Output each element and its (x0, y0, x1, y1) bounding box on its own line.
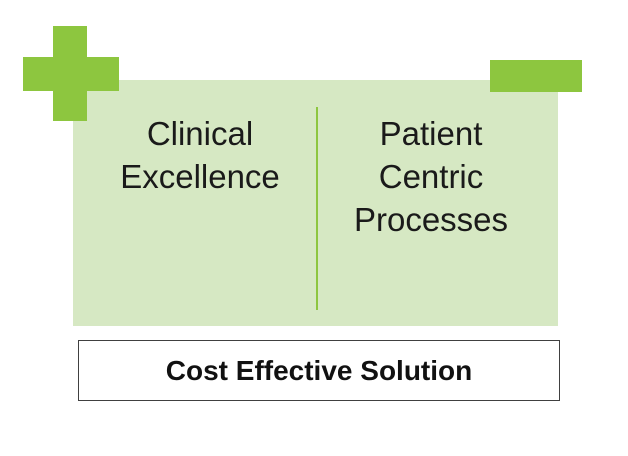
clinical-excellence-label: Clinical Excellence (90, 112, 310, 198)
right-line-1: Patient (379, 115, 483, 152)
minus-icon (490, 60, 582, 92)
patient-centric-processes-label: Patient Centric Processes (320, 112, 542, 241)
right-line-3: Processes (353, 201, 509, 238)
cost-effective-solution-label: Cost Effective Solution (165, 354, 473, 386)
pillars-panel (73, 80, 558, 326)
column-divider (316, 107, 318, 310)
left-line-1: Clinical (146, 115, 254, 152)
right-line-2: Centric (378, 158, 484, 195)
cost-effective-solution-box: Cost Effective Solution (78, 340, 560, 401)
plus-icon-vertical-bar (53, 26, 87, 121)
left-line-2: Excellence (120, 158, 280, 195)
